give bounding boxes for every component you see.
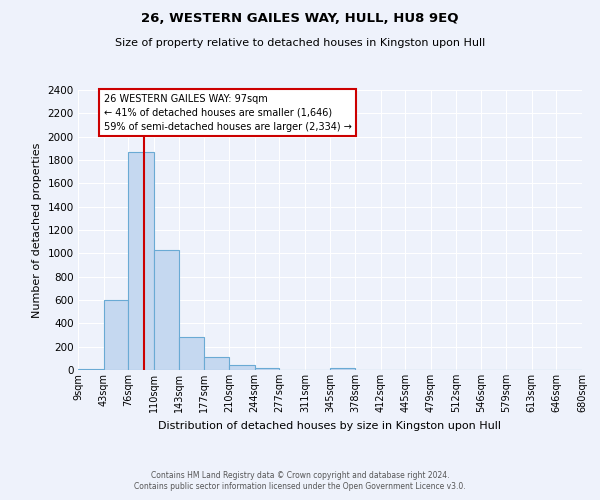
Text: 26, WESTERN GAILES WAY, HULL, HU8 9EQ: 26, WESTERN GAILES WAY, HULL, HU8 9EQ	[141, 12, 459, 26]
Text: 26 WESTERN GAILES WAY: 97sqm
← 41% of detached houses are smaller (1,646)
59% of: 26 WESTERN GAILES WAY: 97sqm ← 41% of de…	[104, 94, 352, 132]
Bar	[331, 368, 355, 370]
Text: Contains HM Land Registry data © Crown copyright and database right 2024.: Contains HM Land Registry data © Crown c…	[151, 471, 449, 480]
X-axis label: Distribution of detached houses by size in Kingston upon Hull: Distribution of detached houses by size …	[158, 420, 502, 430]
Text: Contains public sector information licensed under the Open Government Licence v3: Contains public sector information licen…	[134, 482, 466, 491]
Bar	[204, 356, 229, 370]
Bar	[104, 300, 128, 370]
Bar	[229, 365, 254, 370]
Bar	[179, 337, 204, 370]
Bar	[78, 369, 104, 370]
Text: Size of property relative to detached houses in Kingston upon Hull: Size of property relative to detached ho…	[115, 38, 485, 48]
Y-axis label: Number of detached properties: Number of detached properties	[32, 142, 42, 318]
Bar	[254, 368, 279, 370]
Bar	[154, 250, 179, 370]
Bar	[128, 152, 154, 370]
